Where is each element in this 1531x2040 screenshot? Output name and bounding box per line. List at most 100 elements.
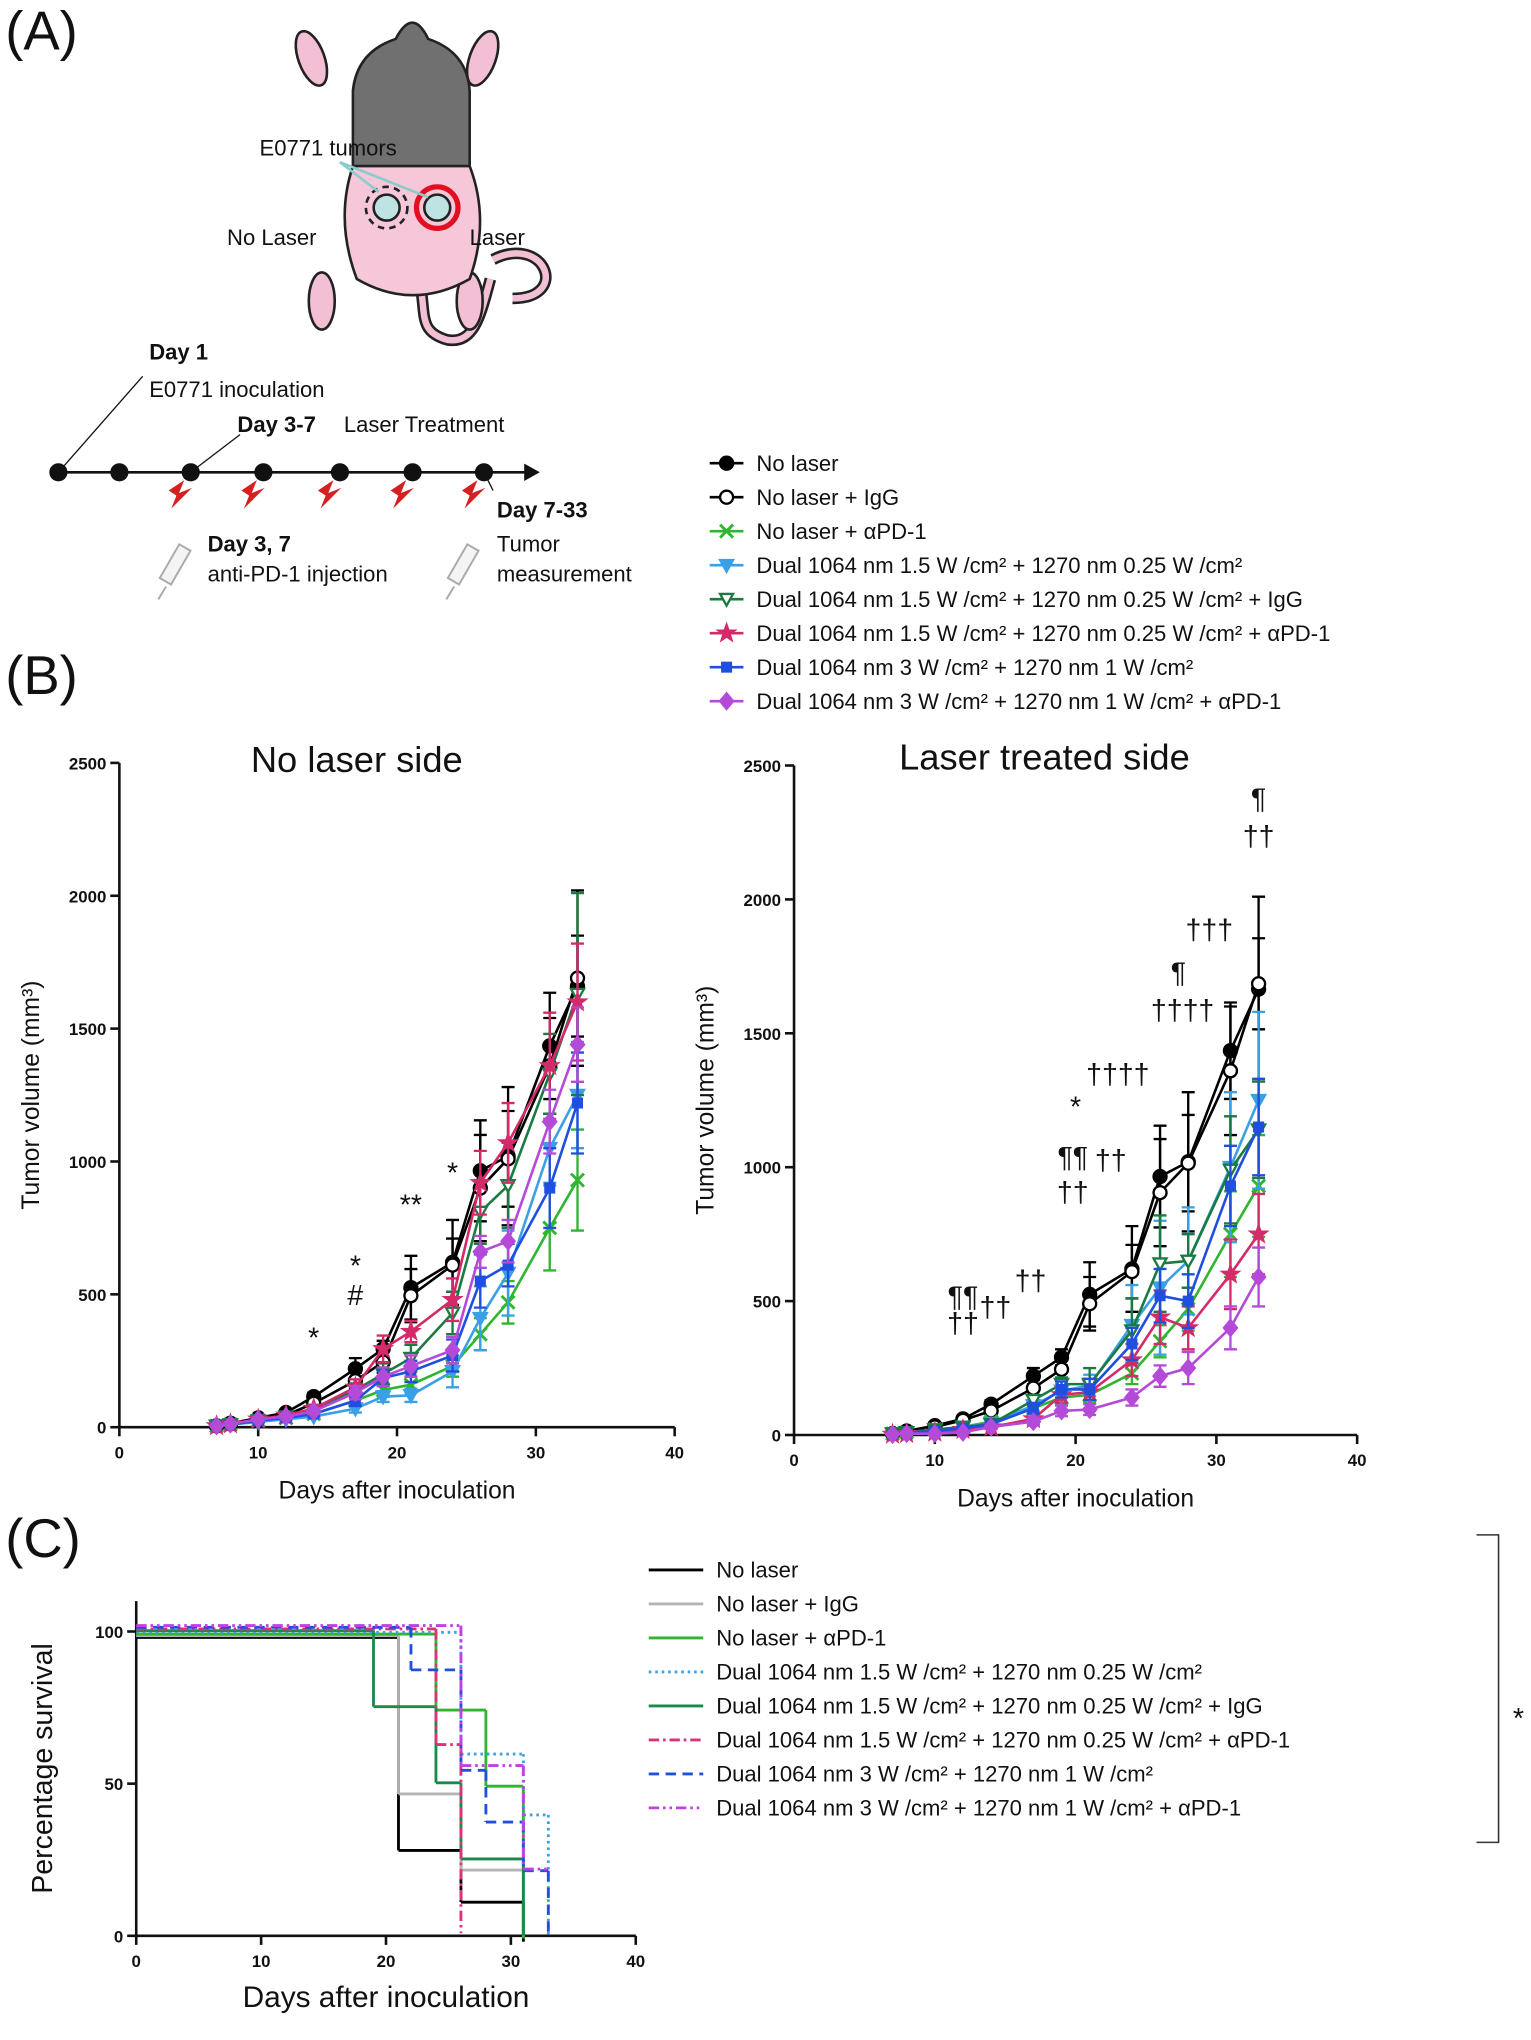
y-tick-label: 1000 (744, 1159, 782, 1178)
x-tick-label: 30 (501, 1952, 520, 1971)
y-tick-label: 2500 (69, 754, 107, 773)
significance-mark: †††† (1086, 1059, 1149, 1091)
data-point (1219, 1262, 1242, 1284)
data-point (569, 1034, 586, 1055)
panel-label: (C) (5, 1508, 81, 1569)
x-tick-label: 40 (665, 1443, 684, 1462)
data-point (1027, 1402, 1039, 1414)
data-point (250, 1409, 267, 1429)
y-tick-label: 0 (114, 1927, 123, 1946)
x-axis-label: Days after inoculation (243, 1981, 530, 2014)
significance-mark: ¶ (1251, 783, 1266, 815)
data-point (954, 1422, 971, 1442)
significance-mark: ¶¶ (948, 1281, 979, 1313)
data-point (1124, 1263, 1140, 1280)
legend-label: Dual 1064 nm 1.5 W /cm² + 1270 nm 0.25 W… (756, 621, 1330, 646)
panel-label: (A) (5, 0, 78, 61)
data-point (502, 1259, 514, 1271)
data-point (538, 1054, 561, 1076)
mouse-illustration (294, 21, 552, 347)
y-axis-label: Tumor volume (mm³) (693, 986, 720, 1215)
step-text: Tumor (497, 531, 560, 556)
x-axis-label: Days after inoculation (279, 1478, 516, 1505)
step-text: Laser Treatment (344, 412, 505, 437)
x-tick-label: 20 (1066, 1451, 1085, 1470)
step-day: Day 3-7 (237, 412, 315, 437)
data-point (1053, 1361, 1070, 1378)
data-point (222, 1414, 239, 1434)
x-tick-label: 30 (526, 1443, 545, 1462)
series-line (216, 993, 579, 1428)
y-tick-label: 100 (95, 1623, 123, 1642)
data-point (1224, 1180, 1236, 1192)
legend-label: No laser + IgG (716, 1592, 859, 1617)
data-point (1222, 1063, 1239, 1079)
data-point (1084, 1383, 1096, 1395)
data-point (1250, 976, 1267, 992)
step-day: Day 7-33 (497, 498, 588, 523)
x-tick-label: 40 (1348, 1451, 1367, 1470)
significance-mark: †††† (1151, 995, 1214, 1027)
data-point (469, 1171, 492, 1193)
data-point (444, 1340, 461, 1360)
chart-title: No laser side (251, 739, 463, 780)
x-tick-label: 10 (252, 1952, 271, 1971)
step-text: E0771 inoculation (149, 377, 324, 402)
legend-marker (718, 489, 735, 505)
series-line (892, 988, 1260, 1435)
y-tick-label: 1500 (69, 1020, 107, 1039)
data-point (399, 1319, 422, 1341)
data-point (500, 1231, 517, 1251)
legend-label: Dual 1064 nm 3 W /cm² + 1270 nm 1 W /cm²… (716, 1796, 1241, 1821)
y-tick-label: 2000 (69, 887, 107, 906)
legend-label: No laser (756, 451, 838, 476)
data-point (926, 1424, 943, 1444)
significance-mark: ¶¶ (1057, 1142, 1088, 1174)
legend-label: Dual 1064 nm 1.5 W /cm² + 1270 nm 0.25 W… (756, 553, 1242, 578)
legend-label: Dual 1064 nm 3 W /cm² + 1270 nm 1 W /cm²… (756, 689, 1281, 714)
y-axis-label: Percentage survival (27, 1643, 59, 1894)
y-tick-label: 500 (78, 1286, 106, 1305)
significance-mark: ††† (1186, 915, 1234, 947)
legend-label: No laser + αPD-1 (756, 519, 926, 544)
data-point (347, 1383, 364, 1403)
legend-marker (718, 691, 735, 711)
data-point (1222, 1318, 1239, 1338)
significance-mark: # (347, 1280, 363, 1312)
significance-mark: * (447, 1158, 458, 1190)
significance-mark: †† (1057, 1177, 1089, 1209)
data-point (884, 1424, 901, 1445)
data-point (471, 1311, 489, 1328)
y-tick-label: 2000 (744, 891, 782, 910)
data-point (208, 1416, 225, 1436)
data-point (1056, 1383, 1068, 1395)
data-point (1253, 1121, 1265, 1133)
data-point (566, 990, 589, 1012)
significance-mark: †† (979, 1292, 1011, 1324)
y-tick-label: 0 (772, 1426, 781, 1445)
data-point (1180, 1358, 1197, 1378)
legend-label: No laser + αPD-1 (716, 1626, 886, 1651)
data-point (1247, 1222, 1270, 1244)
data-point (1025, 1380, 1042, 1396)
significance-mark: †† (947, 1308, 979, 1340)
legend-label: No laser + IgG (756, 485, 899, 510)
y-axis-label: Tumor volume (mm³) (18, 981, 45, 1210)
chart-title: Laser treated side (899, 736, 1190, 777)
no-laser-label: No Laser (227, 225, 316, 250)
x-tick-label: 40 (626, 1952, 645, 1971)
y-tick-label: 1500 (744, 1025, 782, 1044)
data-point (1123, 1387, 1140, 1408)
y-tick-label: 2500 (744, 757, 782, 776)
legend-label: No laser (716, 1558, 798, 1583)
x-tick-label: 0 (115, 1443, 124, 1462)
significance-mark: * (350, 1251, 361, 1283)
data-point (444, 1257, 461, 1273)
significance-mark: * (308, 1322, 319, 1354)
tumor-label: E0771 tumors (259, 136, 396, 161)
timeline (49, 375, 540, 600)
data-point (402, 1388, 420, 1405)
legend-marker (721, 661, 733, 673)
